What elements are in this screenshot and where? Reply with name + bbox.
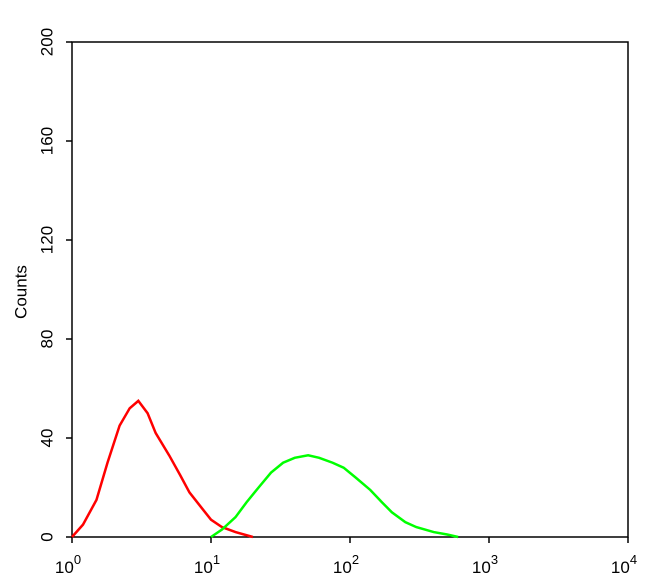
x-tick-label: 103 xyxy=(472,552,498,577)
y-tick-label: 0 xyxy=(37,532,56,541)
y-tick-label: 160 xyxy=(37,127,56,155)
x-tick-base: 10 xyxy=(611,558,630,577)
y-tick-label: 80 xyxy=(37,330,56,349)
y-tick-label: 40 xyxy=(37,429,56,448)
x-tick-base: 10 xyxy=(472,558,491,577)
x-tick-base: 10 xyxy=(333,558,352,577)
x-tick-base: 10 xyxy=(55,558,74,577)
histogram-line xyxy=(71,399,254,539)
x-tick-base: 10 xyxy=(194,558,213,577)
x-tick-exponent: 3 xyxy=(491,552,498,567)
x-tick-exponent: 4 xyxy=(630,552,637,567)
x-tick-label: 102 xyxy=(333,552,359,577)
y-tick-label: 120 xyxy=(37,226,56,254)
plot-frame xyxy=(71,41,629,538)
x-tick-exponent: 0 xyxy=(74,552,81,567)
histogram-line xyxy=(210,454,459,539)
y-tick-label: 200 xyxy=(37,28,56,56)
x-tick-label: 101 xyxy=(194,552,220,577)
y-axis-label: Counts xyxy=(11,265,30,319)
x-tick-label: 104 xyxy=(611,552,637,577)
x-tick-exponent: 1 xyxy=(213,552,220,567)
x-tick-exponent: 2 xyxy=(352,552,359,567)
x-tick-label: 100 xyxy=(55,552,81,577)
